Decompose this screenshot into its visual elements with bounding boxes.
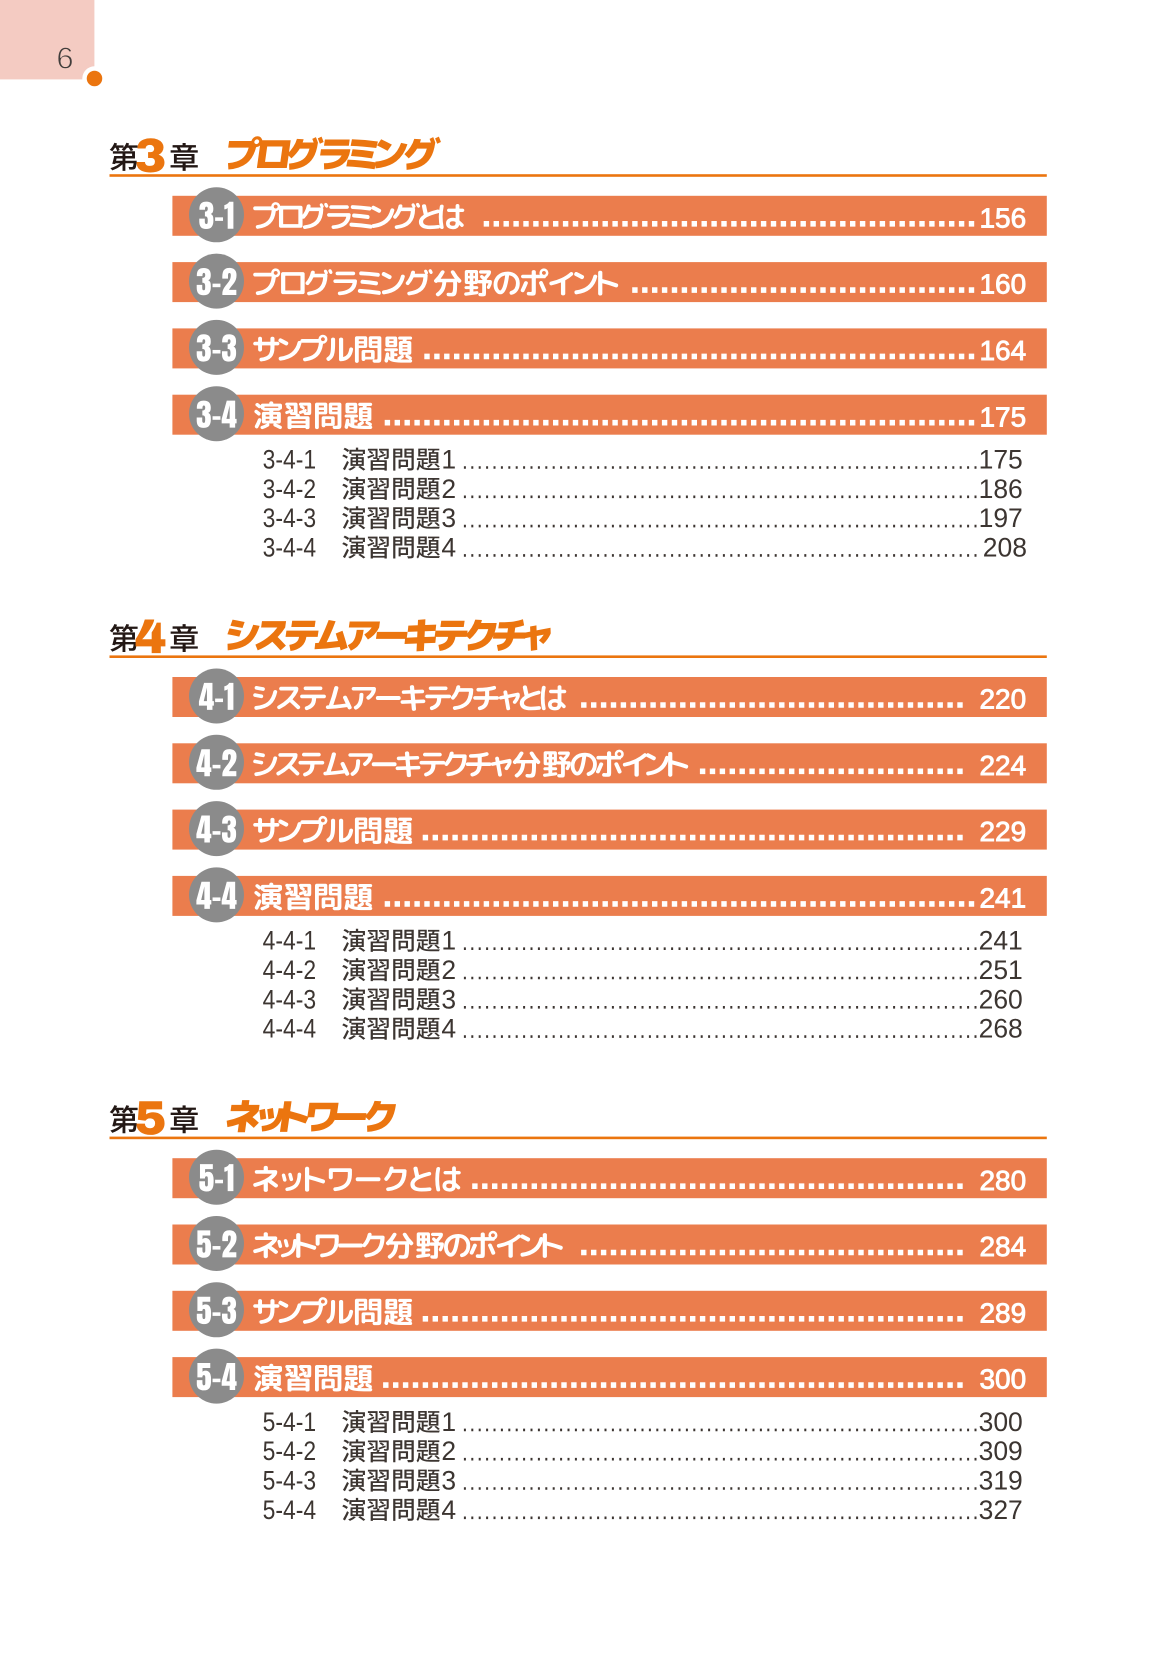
- svg-text:289: 289: [979, 1297, 1026, 1328]
- svg-text:260: 260: [979, 984, 1023, 1014]
- svg-text:160: 160: [979, 269, 1026, 300]
- svg-text:3: 3: [441, 503, 456, 533]
- svg-text:284: 284: [979, 1231, 1026, 1262]
- svg-text:4-4-4: 4-4-4: [263, 1014, 317, 1044]
- svg-text:197: 197: [979, 503, 1023, 533]
- svg-text:5-4-3: 5-4-3: [263, 1466, 317, 1496]
- svg-text:229: 229: [979, 816, 1026, 847]
- svg-text:319: 319: [979, 1466, 1023, 1496]
- svg-text:2: 2: [441, 955, 456, 985]
- svg-text:5-4-4: 5-4-4: [263, 1495, 317, 1525]
- svg-text:3: 3: [441, 984, 456, 1014]
- svg-text:300: 300: [979, 1407, 1023, 1437]
- svg-text:3-4-2: 3-4-2: [263, 474, 317, 504]
- svg-text:268: 268: [979, 1014, 1023, 1044]
- svg-text:300: 300: [979, 1364, 1026, 1395]
- svg-text:156: 156: [979, 202, 1026, 233]
- svg-text:175: 175: [979, 401, 1026, 432]
- svg-text:208: 208: [983, 532, 1027, 562]
- svg-text:4: 4: [441, 532, 456, 562]
- svg-text:4-4-2: 4-4-2: [263, 955, 317, 985]
- svg-text:4: 4: [441, 1014, 456, 1044]
- svg-text:4-4-1: 4-4-1: [263, 926, 317, 956]
- svg-text:327: 327: [979, 1495, 1023, 1525]
- svg-text:309: 309: [979, 1436, 1023, 1466]
- svg-text:186: 186: [979, 474, 1023, 504]
- svg-text:3: 3: [441, 1466, 456, 1496]
- svg-text:4: 4: [441, 1495, 456, 1525]
- svg-text:2: 2: [441, 1436, 456, 1466]
- svg-text:5-4-2: 5-4-2: [263, 1436, 317, 1466]
- svg-text:1: 1: [441, 926, 456, 956]
- svg-text:241: 241: [979, 926, 1023, 956]
- svg-text:224: 224: [979, 750, 1026, 781]
- svg-text:3-4-3: 3-4-3: [263, 503, 317, 533]
- svg-text:220: 220: [979, 684, 1026, 715]
- svg-text:2: 2: [441, 474, 456, 504]
- svg-text:251: 251: [979, 955, 1023, 985]
- svg-text:1: 1: [441, 1407, 456, 1437]
- svg-text:5-4-1: 5-4-1: [263, 1407, 317, 1437]
- svg-text:4-4-3: 4-4-3: [263, 984, 317, 1014]
- svg-text:164: 164: [979, 335, 1026, 366]
- svg-text:1: 1: [441, 445, 456, 475]
- svg-text:175: 175: [979, 445, 1023, 475]
- svg-text:3-4-1: 3-4-1: [263, 445, 317, 475]
- svg-text:6: 6: [56, 41, 73, 76]
- svg-text:3-4-4: 3-4-4: [263, 532, 317, 562]
- svg-text:241: 241: [979, 883, 1026, 914]
- svg-text:280: 280: [979, 1165, 1026, 1196]
